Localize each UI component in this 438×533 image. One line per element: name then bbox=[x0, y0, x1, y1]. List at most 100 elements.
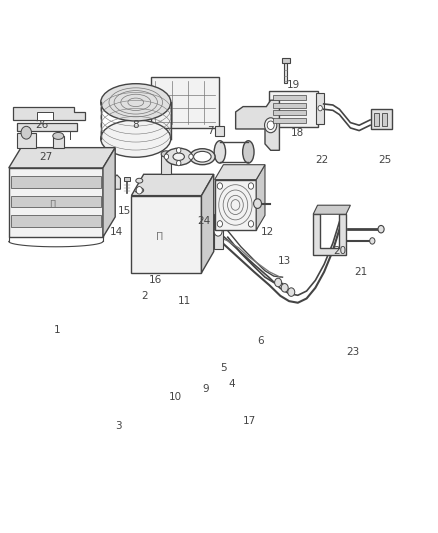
Text: 10: 10 bbox=[169, 392, 182, 402]
Ellipse shape bbox=[243, 141, 254, 163]
Bar bbox=[382, 113, 387, 126]
Circle shape bbox=[370, 238, 375, 244]
Bar bbox=[269, 91, 318, 127]
Bar bbox=[131, 196, 201, 273]
Bar bbox=[185, 213, 190, 237]
Text: 6: 6 bbox=[257, 336, 264, 346]
Text: П: П bbox=[49, 200, 56, 208]
Text: П: П bbox=[156, 232, 163, 241]
Bar bbox=[273, 118, 306, 123]
Ellipse shape bbox=[161, 151, 171, 157]
Bar bbox=[11, 215, 101, 227]
Polygon shape bbox=[103, 148, 115, 237]
Text: 14: 14 bbox=[110, 227, 123, 237]
Ellipse shape bbox=[101, 120, 171, 157]
Circle shape bbox=[177, 160, 181, 166]
Ellipse shape bbox=[53, 132, 64, 140]
Circle shape bbox=[21, 126, 32, 139]
Bar bbox=[273, 103, 306, 108]
Bar bbox=[17, 133, 36, 148]
Bar bbox=[161, 154, 171, 174]
Text: 22: 22 bbox=[315, 155, 328, 165]
Bar bbox=[151, 77, 219, 128]
Text: 23: 23 bbox=[346, 347, 359, 357]
Circle shape bbox=[254, 199, 261, 208]
Polygon shape bbox=[37, 112, 53, 120]
Bar bbox=[284, 62, 287, 83]
Text: 18: 18 bbox=[291, 128, 304, 138]
Circle shape bbox=[214, 227, 222, 236]
Text: 25: 25 bbox=[378, 155, 391, 165]
Polygon shape bbox=[131, 174, 214, 196]
Bar bbox=[374, 113, 379, 126]
Text: 12: 12 bbox=[261, 227, 274, 237]
Text: 26: 26 bbox=[35, 120, 48, 130]
Text: 20: 20 bbox=[333, 246, 346, 255]
Text: 1: 1 bbox=[53, 326, 60, 335]
Polygon shape bbox=[201, 174, 214, 273]
Bar bbox=[11, 196, 101, 207]
Bar bbox=[129, 100, 134, 112]
Circle shape bbox=[164, 154, 169, 159]
Ellipse shape bbox=[101, 84, 171, 121]
Circle shape bbox=[177, 148, 181, 153]
Text: 5: 5 bbox=[220, 363, 227, 373]
Bar bbox=[214, 214, 223, 249]
Polygon shape bbox=[313, 205, 350, 214]
Bar bbox=[215, 126, 224, 136]
Ellipse shape bbox=[165, 148, 192, 165]
Text: 7: 7 bbox=[207, 126, 214, 135]
Text: 27: 27 bbox=[39, 152, 53, 162]
Bar bbox=[316, 93, 324, 124]
Text: 8: 8 bbox=[132, 120, 139, 130]
Ellipse shape bbox=[214, 141, 226, 163]
Circle shape bbox=[275, 278, 282, 287]
Bar bbox=[149, 126, 159, 136]
Polygon shape bbox=[17, 123, 77, 131]
Text: 19: 19 bbox=[287, 80, 300, 90]
Circle shape bbox=[288, 288, 295, 296]
Text: 9: 9 bbox=[202, 384, 209, 394]
Bar bbox=[124, 177, 130, 181]
Polygon shape bbox=[9, 148, 115, 168]
Text: 24: 24 bbox=[197, 216, 210, 226]
Text: 16: 16 bbox=[149, 275, 162, 285]
Circle shape bbox=[189, 154, 193, 159]
Circle shape bbox=[148, 245, 160, 259]
Text: 17: 17 bbox=[243, 416, 256, 426]
Circle shape bbox=[248, 183, 254, 189]
Bar bbox=[273, 110, 306, 115]
Circle shape bbox=[318, 106, 322, 111]
Ellipse shape bbox=[184, 232, 191, 237]
Text: 21: 21 bbox=[355, 267, 368, 277]
Circle shape bbox=[150, 257, 158, 267]
Text: 3: 3 bbox=[115, 422, 122, 431]
Text: 2: 2 bbox=[141, 291, 148, 301]
Circle shape bbox=[281, 284, 288, 292]
Polygon shape bbox=[256, 165, 265, 230]
Bar bbox=[53, 136, 64, 148]
Ellipse shape bbox=[194, 151, 211, 162]
Text: 4: 4 bbox=[229, 379, 236, 389]
Text: 11: 11 bbox=[177, 296, 191, 306]
Ellipse shape bbox=[129, 110, 134, 114]
Bar bbox=[215, 180, 256, 230]
Circle shape bbox=[248, 221, 254, 227]
Bar bbox=[282, 58, 290, 63]
Ellipse shape bbox=[136, 178, 143, 183]
Ellipse shape bbox=[129, 98, 134, 102]
Bar bbox=[273, 95, 306, 100]
Bar bbox=[371, 109, 392, 129]
Circle shape bbox=[217, 221, 223, 227]
Circle shape bbox=[378, 225, 384, 233]
Circle shape bbox=[136, 187, 142, 194]
Ellipse shape bbox=[190, 149, 215, 165]
Polygon shape bbox=[215, 165, 265, 180]
Bar bbox=[11, 176, 101, 188]
Text: 13: 13 bbox=[278, 256, 291, 266]
Polygon shape bbox=[313, 214, 346, 255]
Circle shape bbox=[265, 118, 277, 133]
Ellipse shape bbox=[173, 153, 184, 160]
Polygon shape bbox=[13, 107, 85, 120]
Circle shape bbox=[267, 121, 274, 130]
